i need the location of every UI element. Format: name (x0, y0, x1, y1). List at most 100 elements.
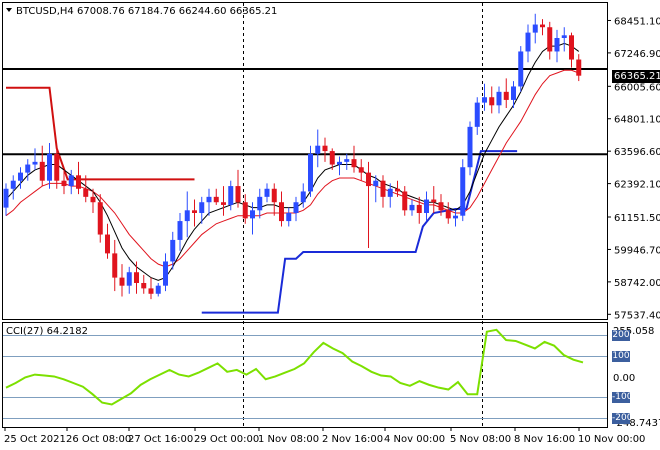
candle[interactable] (416, 196, 422, 224)
candlestick-series[interactable] (3, 13, 582, 300)
candle[interactable] (453, 210, 458, 227)
candle[interactable] (271, 183, 277, 216)
candle[interactable] (155, 283, 161, 297)
candle[interactable] (489, 86, 495, 114)
support-resistance-lines[interactable] (3, 67, 607, 156)
candle[interactable] (445, 202, 451, 224)
candle[interactable] (192, 199, 197, 227)
candle[interactable] (554, 29, 560, 63)
candle[interactable] (242, 194, 248, 224)
candle[interactable] (518, 46, 524, 92)
candle-body (525, 32, 531, 52)
candle[interactable] (148, 277, 154, 300)
candle[interactable] (126, 266, 132, 294)
candle[interactable] (105, 223, 110, 259)
triangle-down-icon[interactable] (6, 8, 12, 12)
candle[interactable] (141, 274, 147, 294)
candle-body (264, 188, 270, 197)
candle[interactable] (300, 183, 306, 208)
candle[interactable] (329, 148, 335, 170)
candle[interactable] (25, 159, 31, 181)
candle-body (482, 97, 487, 103)
candle[interactable] (351, 145, 357, 173)
candle-body (25, 164, 31, 173)
candle[interactable] (97, 194, 103, 243)
candle-body (329, 151, 335, 165)
candle[interactable] (257, 188, 263, 219)
candle[interactable] (54, 148, 60, 189)
candle-body (445, 210, 451, 219)
candle[interactable] (308, 145, 313, 197)
candle[interactable] (264, 183, 270, 203)
candle[interactable] (134, 261, 139, 294)
candle[interactable] (460, 159, 466, 222)
candle[interactable] (547, 21, 553, 60)
candle[interactable] (322, 137, 328, 162)
candle[interactable] (503, 78, 509, 108)
candle[interactable] (228, 180, 234, 211)
candle[interactable] (496, 86, 502, 114)
candle-body (366, 172, 371, 187)
candle[interactable] (119, 264, 125, 297)
candle-body (424, 199, 429, 213)
candle[interactable] (18, 167, 23, 189)
candle[interactable] (206, 188, 212, 216)
price-tick-label: 63596.60 (614, 147, 660, 158)
candle[interactable] (163, 253, 168, 292)
candle[interactable] (235, 169, 241, 208)
time-tick-label: 27 Oct 16:00 (128, 434, 193, 445)
candle[interactable] (576, 54, 582, 82)
candle[interactable] (431, 186, 437, 213)
candle[interactable] (286, 207, 292, 227)
candle[interactable] (474, 97, 480, 135)
candle[interactable] (358, 159, 364, 181)
candle-body (416, 204, 422, 213)
candle[interactable] (32, 148, 38, 170)
candle-body (387, 188, 393, 197)
candle[interactable] (221, 186, 226, 216)
candle-body (547, 27, 553, 52)
candle[interactable] (3, 183, 9, 216)
candle[interactable] (47, 143, 52, 189)
candle[interactable] (10, 175, 16, 200)
candle[interactable] (532, 13, 538, 44)
candle[interactable] (293, 196, 299, 222)
cci-levels (3, 335, 607, 419)
candle[interactable] (90, 188, 96, 213)
candle[interactable] (561, 27, 567, 52)
candle-body (170, 239, 176, 262)
candle[interactable] (366, 161, 371, 248)
candle[interactable] (467, 121, 473, 176)
candle[interactable] (170, 231, 176, 270)
candle[interactable] (569, 32, 574, 68)
candle[interactable] (68, 169, 74, 195)
candle[interactable] (424, 191, 429, 222)
candle[interactable] (279, 191, 284, 227)
candle[interactable] (337, 156, 342, 176)
candle[interactable] (76, 161, 81, 195)
candle[interactable] (61, 169, 67, 195)
candle[interactable] (482, 83, 487, 111)
candle[interactable] (199, 196, 205, 224)
candle[interactable] (525, 24, 531, 63)
candle[interactable] (402, 186, 408, 216)
candle[interactable] (250, 202, 255, 235)
candle[interactable] (380, 175, 386, 208)
cci-level-tag-minus-100: -100 (612, 392, 633, 403)
candle[interactable] (540, 19, 545, 36)
candle[interactable] (395, 180, 400, 197)
candle[interactable] (83, 175, 89, 203)
candle[interactable] (373, 175, 379, 203)
candle[interactable] (387, 183, 393, 208)
candle[interactable] (315, 129, 321, 168)
candle[interactable] (511, 81, 516, 108)
candle[interactable] (177, 213, 183, 251)
candle[interactable] (438, 194, 444, 216)
candle[interactable] (409, 199, 415, 216)
candle[interactable] (344, 153, 350, 170)
candle[interactable] (112, 239, 118, 292)
candle[interactable] (213, 188, 219, 205)
candle[interactable] (184, 191, 190, 238)
candle[interactable] (39, 145, 45, 187)
